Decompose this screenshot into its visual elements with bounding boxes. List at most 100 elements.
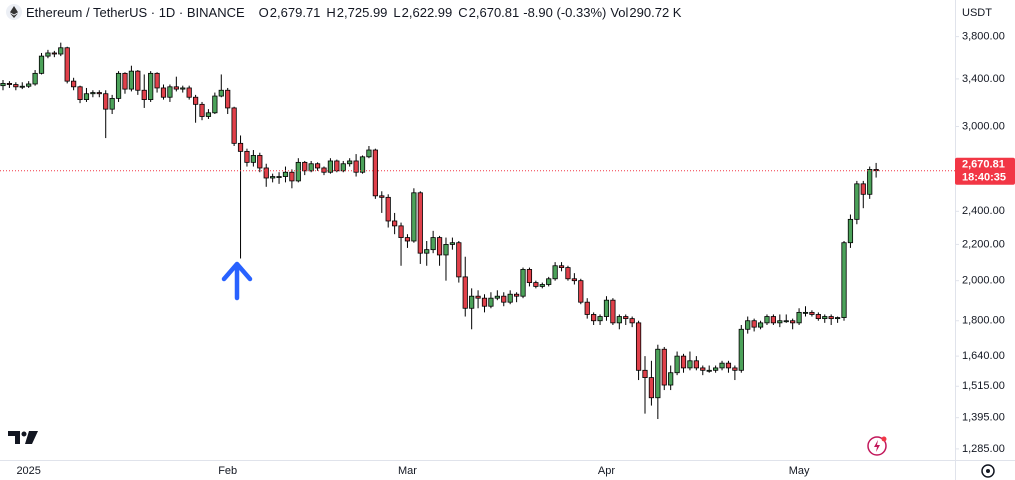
- symbol-title[interactable]: Ethereum / TetherUS · 1D · BINANCE: [26, 4, 245, 20]
- candle-body: [700, 367, 706, 371]
- candle-body: [417, 192, 423, 254]
- candle-body: [6, 82, 13, 85]
- price-label-box: [955, 157, 1015, 185]
- candle-body: [796, 311, 802, 324]
- candle-body: [623, 316, 629, 320]
- candle-body: [115, 72, 122, 99]
- candle-body: [558, 265, 565, 268]
- candle-body: [103, 93, 109, 110]
- currency-label[interactable]: USDT: [962, 7, 992, 19]
- candle-body: [661, 348, 667, 386]
- y-tick-label: 1,640.00: [962, 350, 1005, 362]
- candle-body: [674, 355, 680, 374]
- candle-body: [186, 87, 192, 98]
- candle-body: [514, 293, 520, 297]
- candle-body: [790, 320, 796, 324]
- ohlc-value: 2,679.71: [269, 4, 321, 20]
- candle-body: [565, 267, 571, 280]
- candle-body: [180, 87, 186, 90]
- candle-body: [58, 47, 64, 55]
- icon-bolt: [874, 440, 880, 452]
- assistant-button[interactable]: [867, 436, 887, 456]
- settings-button[interactable]: [981, 464, 995, 478]
- candle-body: [635, 322, 642, 371]
- candle-body: [334, 160, 340, 172]
- candle-body: [411, 192, 417, 242]
- ohlc-value: 2,725.99: [336, 4, 388, 20]
- annotation-arrow: [221, 261, 253, 301]
- candle-body: [379, 195, 385, 198]
- candle-body: [738, 328, 744, 371]
- candle-body: [263, 167, 269, 179]
- candle-body: [751, 320, 757, 328]
- candle-body: [571, 278, 577, 282]
- candle-body: [308, 163, 314, 172]
- candle-body: [841, 242, 847, 318]
- y-tick-label: 2,000.00: [962, 275, 1005, 287]
- candle-body: [225, 89, 231, 109]
- candle-body: [250, 155, 256, 163]
- y-tick-label: 1,800.00: [962, 315, 1005, 327]
- ohlc-item: H 2,725.99: [326, 5, 387, 20]
- candle-body: [847, 218, 854, 244]
- candle-body: [231, 107, 237, 144]
- candle-body: [802, 311, 809, 314]
- ohlc-label: O: [258, 4, 269, 20]
- price-label: 2,670.81: [962, 159, 1005, 171]
- volume-label: Vol: [610, 4, 629, 20]
- candle-body: [469, 295, 475, 309]
- candle-body: [302, 161, 308, 172]
- candle-body: [449, 242, 456, 245]
- legend-bar: Ethereum / TetherUS · 1D · BINANCE O 2,67…: [6, 4, 681, 20]
- candle-body: [732, 367, 738, 371]
- candle-body: [725, 362, 732, 369]
- y-tick-label: 1,395.00: [962, 412, 1005, 424]
- candle-body: [71, 80, 77, 88]
- tradingview-logo[interactable]: [8, 431, 38, 444]
- candle-body: [359, 156, 366, 173]
- candle-body: [141, 89, 147, 100]
- candle-body: [64, 47, 70, 82]
- ohlc-value: 2,622.99: [401, 4, 453, 20]
- candle-body: [404, 237, 411, 242]
- candle-body: [38, 55, 45, 74]
- candle-body: [436, 237, 443, 256]
- candle-body: [289, 171, 295, 182]
- candle-body: [539, 284, 545, 287]
- y-tick-label: 2,200.00: [962, 238, 1005, 250]
- candle-body: [822, 316, 828, 320]
- icon-dot: [881, 436, 887, 442]
- candle-body: [494, 295, 500, 299]
- candle-body: [128, 70, 134, 90]
- y-tick-label: 2,400.00: [962, 205, 1005, 217]
- candle-body: [167, 86, 173, 98]
- candle-body: [109, 98, 115, 110]
- candle-body: [135, 70, 141, 91]
- ohlc-label: H: [326, 4, 336, 20]
- candle-body: [680, 355, 687, 369]
- logo-part: [21, 431, 27, 437]
- candle-body: [757, 322, 764, 328]
- candle-body: [603, 299, 610, 317]
- candle-body: [314, 163, 321, 169]
- candle-body: [867, 169, 873, 195]
- candle-body: [764, 316, 770, 324]
- symbol-logo: [6, 4, 22, 20]
- candle-body: [828, 316, 834, 320]
- candle-body: [32, 72, 38, 85]
- candle-body: [546, 278, 552, 285]
- candle-body: [610, 299, 616, 324]
- candle-body: [366, 149, 372, 158]
- candle-body: [629, 318, 635, 324]
- candle-body: [218, 89, 224, 97]
- candle-body: [385, 196, 391, 222]
- x-tick-label: 2025: [16, 465, 40, 477]
- ohlc-item: C 2,670.81: [458, 5, 519, 20]
- logo-eth: [10, 6, 18, 18]
- candle-body: [160, 87, 167, 98]
- candle-body: [719, 362, 725, 369]
- candle-body: [783, 320, 789, 323]
- candle-body: [488, 297, 494, 307]
